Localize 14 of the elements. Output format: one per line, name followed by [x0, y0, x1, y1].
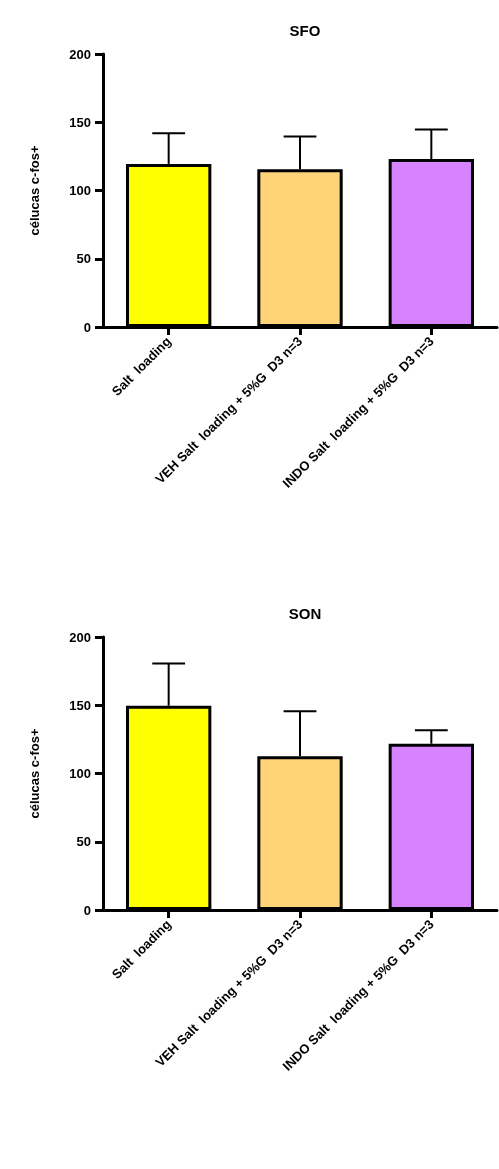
chart-title: SON [288, 605, 322, 622]
y-tick-label: 100 [69, 766, 91, 781]
y-tick-label: 200 [69, 629, 91, 645]
y-axis-title: célucas c-fos+ [27, 728, 42, 819]
y-tick-label: 0 [83, 902, 91, 918]
y-axis-title: célucas c-fos+ [27, 145, 42, 236]
y-tick-label: 150 [69, 114, 91, 130]
y-tick-label: 0 [83, 319, 91, 335]
y-tick-label: 50 [76, 834, 91, 850]
y-tick-label: 50 [76, 251, 91, 267]
chart-title: SFO [289, 22, 321, 39]
y-tick-label: 200 [69, 46, 91, 62]
y-tick-label: 150 [69, 697, 91, 713]
y-tick-label: 100 [69, 183, 91, 198]
